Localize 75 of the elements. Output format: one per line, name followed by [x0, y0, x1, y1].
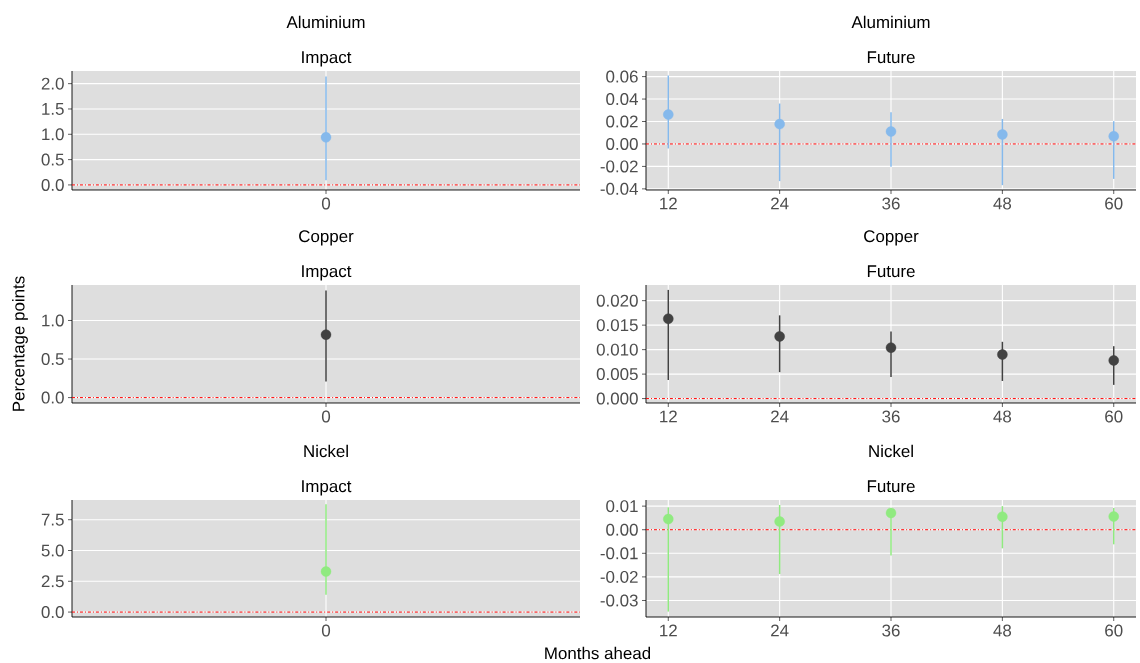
x-tick-label: 60	[1105, 197, 1123, 210]
x-tick-label: 12	[660, 410, 677, 423]
y-tick-label: 2.0	[41, 77, 64, 90]
x-tick-label: 36	[882, 410, 900, 423]
chart-subtitle: Future	[867, 265, 915, 278]
y-tick-label: -0.01	[600, 547, 638, 560]
y-tick-label: 0.015	[596, 319, 638, 332]
point	[1108, 131, 1119, 142]
y-tick-label: 0.005	[596, 368, 638, 381]
point	[1108, 355, 1119, 366]
point	[885, 507, 897, 519]
x-tick-label: 36	[882, 197, 900, 210]
x-tick-label: 0	[321, 624, 331, 637]
y-tick-label: 0.5	[41, 153, 64, 166]
y-tick-label: 0.0	[41, 606, 64, 619]
y-tick-label: 0.02	[606, 115, 638, 128]
y-tick-label: 0.01	[606, 500, 638, 513]
x-tick-label: 48	[993, 624, 1012, 637]
point	[663, 109, 674, 120]
chart-subtitle: Impact	[302, 265, 352, 281]
x-tick-label: 24	[771, 197, 789, 210]
chart-title: Copper	[299, 230, 354, 246]
y-tick-label: 0.04	[606, 93, 638, 106]
x-tick-label: 48	[993, 197, 1012, 210]
y-tick-label: 0.010	[596, 343, 638, 356]
point	[663, 513, 674, 525]
x-tick-label: 36	[882, 624, 900, 637]
y-tick-label: -0.04	[600, 182, 638, 195]
point	[885, 342, 897, 353]
y-tick-label: 0.000	[596, 392, 638, 405]
point	[885, 126, 897, 137]
point	[997, 129, 1008, 140]
x-tick-label: 24	[771, 410, 789, 423]
y-tick-label: 0.020	[596, 294, 638, 307]
x-tick-label: 60	[1105, 410, 1123, 423]
chart-title: Copper	[864, 230, 919, 246]
y-tick-label: 0.5	[41, 353, 64, 366]
y-tick-label: -0.03	[600, 594, 638, 607]
y-tick-label: 0.0	[41, 178, 64, 191]
chart-title: Aluminium	[851, 15, 930, 29]
chart-subtitle: Future	[867, 51, 915, 64]
x-tick-label: 60	[1105, 624, 1123, 637]
x-tick-label: 0	[321, 197, 331, 210]
y-tick-label: 7.5	[41, 513, 64, 526]
point	[774, 331, 785, 342]
point	[774, 516, 785, 527]
point	[663, 313, 674, 324]
y-tick-label: 5.0	[41, 544, 64, 557]
chart-title: Nickel	[869, 444, 913, 458]
x-tick-label: 12	[660, 624, 677, 637]
y-tick-label: 0.06	[606, 70, 638, 83]
y-tick-label: 1.0	[42, 314, 64, 327]
x-tick-label: 24	[771, 624, 789, 637]
y-tick-label: 1.0	[42, 128, 64, 141]
chart-subtitle: Impact	[302, 480, 352, 496]
chart-title: Nickel	[304, 444, 348, 458]
chart-subtitle: Future	[867, 480, 915, 493]
y-tick-label: -0.02	[600, 570, 638, 583]
point	[774, 118, 785, 130]
x-tick-label: 48	[993, 410, 1012, 423]
point	[997, 511, 1008, 522]
y-tick-label: -0.02	[600, 160, 638, 173]
chart-title: Aluminium	[286, 15, 365, 29]
x-axis-title: Months ahead	[545, 646, 651, 660]
point	[997, 349, 1008, 360]
x-tick-label: 12	[660, 197, 677, 210]
y-tick-label: 0.0	[41, 391, 64, 404]
x-tick-label: 0	[321, 410, 331, 423]
y-tick-label: 1.5	[42, 103, 64, 115]
y-tick-label: 0.00	[606, 137, 638, 150]
chart-subtitle: Impact	[302, 51, 352, 67]
y-tick-label: 2.5	[41, 575, 64, 588]
point	[1108, 511, 1119, 522]
y-tick-label: 0.00	[606, 523, 638, 536]
y-axis-title: Percentage points	[12, 276, 28, 411]
